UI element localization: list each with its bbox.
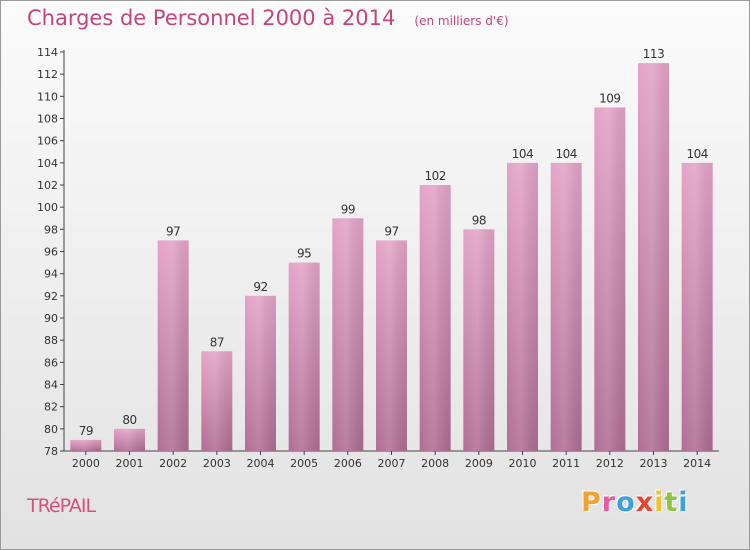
y-tick-label: 84: [44, 379, 58, 392]
bar-shine: [507, 162, 538, 452]
y-tick-label: 104: [37, 157, 58, 170]
commune-name: TRéPAIL: [27, 495, 96, 517]
bar-shine: [332, 218, 364, 451]
chart-subtitle: (en milliers d'€): [414, 14, 509, 28]
x-tick-label: 2001: [116, 457, 144, 470]
y-tick-label: 78: [44, 445, 58, 458]
x-tick-label: 2005: [290, 457, 318, 470]
bar-value-label: 98: [472, 213, 486, 227]
x-tick-label: 2002: [159, 457, 187, 470]
bar-value-label: 87: [210, 335, 224, 349]
bar-shine: [245, 295, 276, 451]
brand-letter: x: [635, 487, 655, 518]
bar-value-label: 97: [384, 224, 398, 238]
x-tick-label: 2010: [509, 457, 537, 470]
chart-title: Charges de Personnel 2000 à 2014: [27, 6, 396, 30]
y-tick-label: 80: [44, 423, 58, 436]
bar-value-label: 113: [643, 47, 664, 61]
brand-letter: t: [664, 487, 679, 518]
y-tick-label: 106: [37, 135, 58, 148]
x-tick-label: 2000: [72, 457, 100, 470]
y-tick-label: 100: [37, 201, 58, 214]
bar-value-label: 102: [424, 169, 445, 183]
y-tick-label: 94: [44, 268, 58, 281]
x-tick-label: 2012: [596, 457, 624, 470]
brand-letter: i: [678, 487, 689, 518]
bar-value-label: 95: [297, 247, 311, 261]
x-tick-label: 2003: [203, 457, 231, 470]
brand-letter: o: [616, 487, 636, 518]
x-tick-label: 2013: [640, 457, 668, 470]
x-tick-label: 2009: [465, 457, 493, 470]
y-tick-label: 96: [44, 246, 58, 259]
bar-shine: [70, 439, 102, 451]
y-tick-label: 102: [37, 179, 58, 192]
bar-shine: [157, 240, 189, 451]
y-tick-label: 108: [37, 113, 58, 126]
bar-shine: [550, 162, 582, 452]
y-tick-label: 98: [44, 223, 58, 236]
bar-shine: [376, 240, 407, 451]
bar-shine: [463, 229, 495, 451]
y-tick-label: 92: [44, 290, 58, 303]
x-tick-label: 2014: [683, 457, 711, 470]
bar-shine: [419, 185, 451, 451]
bar-value-label: 109: [599, 91, 620, 105]
brand-letter: i: [654, 487, 665, 518]
bar-value-label: 104: [512, 147, 533, 161]
bar-shine: [594, 107, 626, 452]
x-tick-label: 2006: [334, 457, 362, 470]
bar-value-label: 80: [122, 413, 136, 427]
bar-shine: [638, 63, 669, 451]
axes: 78 80 82 84 86 88 90 92 94 96 98 100 102 104 106 108 110…: [37, 46, 719, 470]
y-tick-label: 88: [44, 334, 58, 347]
y-tick-label: 86: [44, 356, 58, 369]
y-tick-label: 114: [37, 46, 58, 59]
bar-shine: [201, 351, 233, 451]
bar-shine: [288, 262, 320, 451]
title-row: Charges de Personnel 2000 à 2014 (en mil…: [27, 6, 509, 30]
x-tick-label: 2004: [247, 457, 275, 470]
x-tick-label: 2011: [552, 457, 580, 470]
bar-value-label: 92: [253, 280, 267, 294]
brand-letter: P: [581, 487, 602, 518]
bar-value-label: 79: [79, 424, 93, 438]
brand-logo: Proxiti: [581, 487, 689, 518]
bar-value-label: 104: [686, 147, 707, 161]
brand-letter: r: [601, 487, 617, 518]
y-tick-label: 110: [37, 90, 58, 103]
bar-value-label: 99: [341, 202, 355, 216]
x-tick-label: 2008: [421, 457, 449, 470]
y-tick-label: 82: [44, 401, 58, 414]
y-tick-label: 112: [37, 68, 58, 81]
bar-shine: [114, 428, 145, 451]
bar-shine: [681, 162, 713, 452]
x-tick-label: 2007: [378, 457, 406, 470]
y-tick-label: 90: [44, 312, 58, 325]
bar-value-label: 97: [166, 224, 180, 238]
bar-value-label: 104: [555, 147, 576, 161]
bars: 79 80 97 87 92 95 99 97 102 98 104 104 109 113 104: [70, 47, 713, 452]
